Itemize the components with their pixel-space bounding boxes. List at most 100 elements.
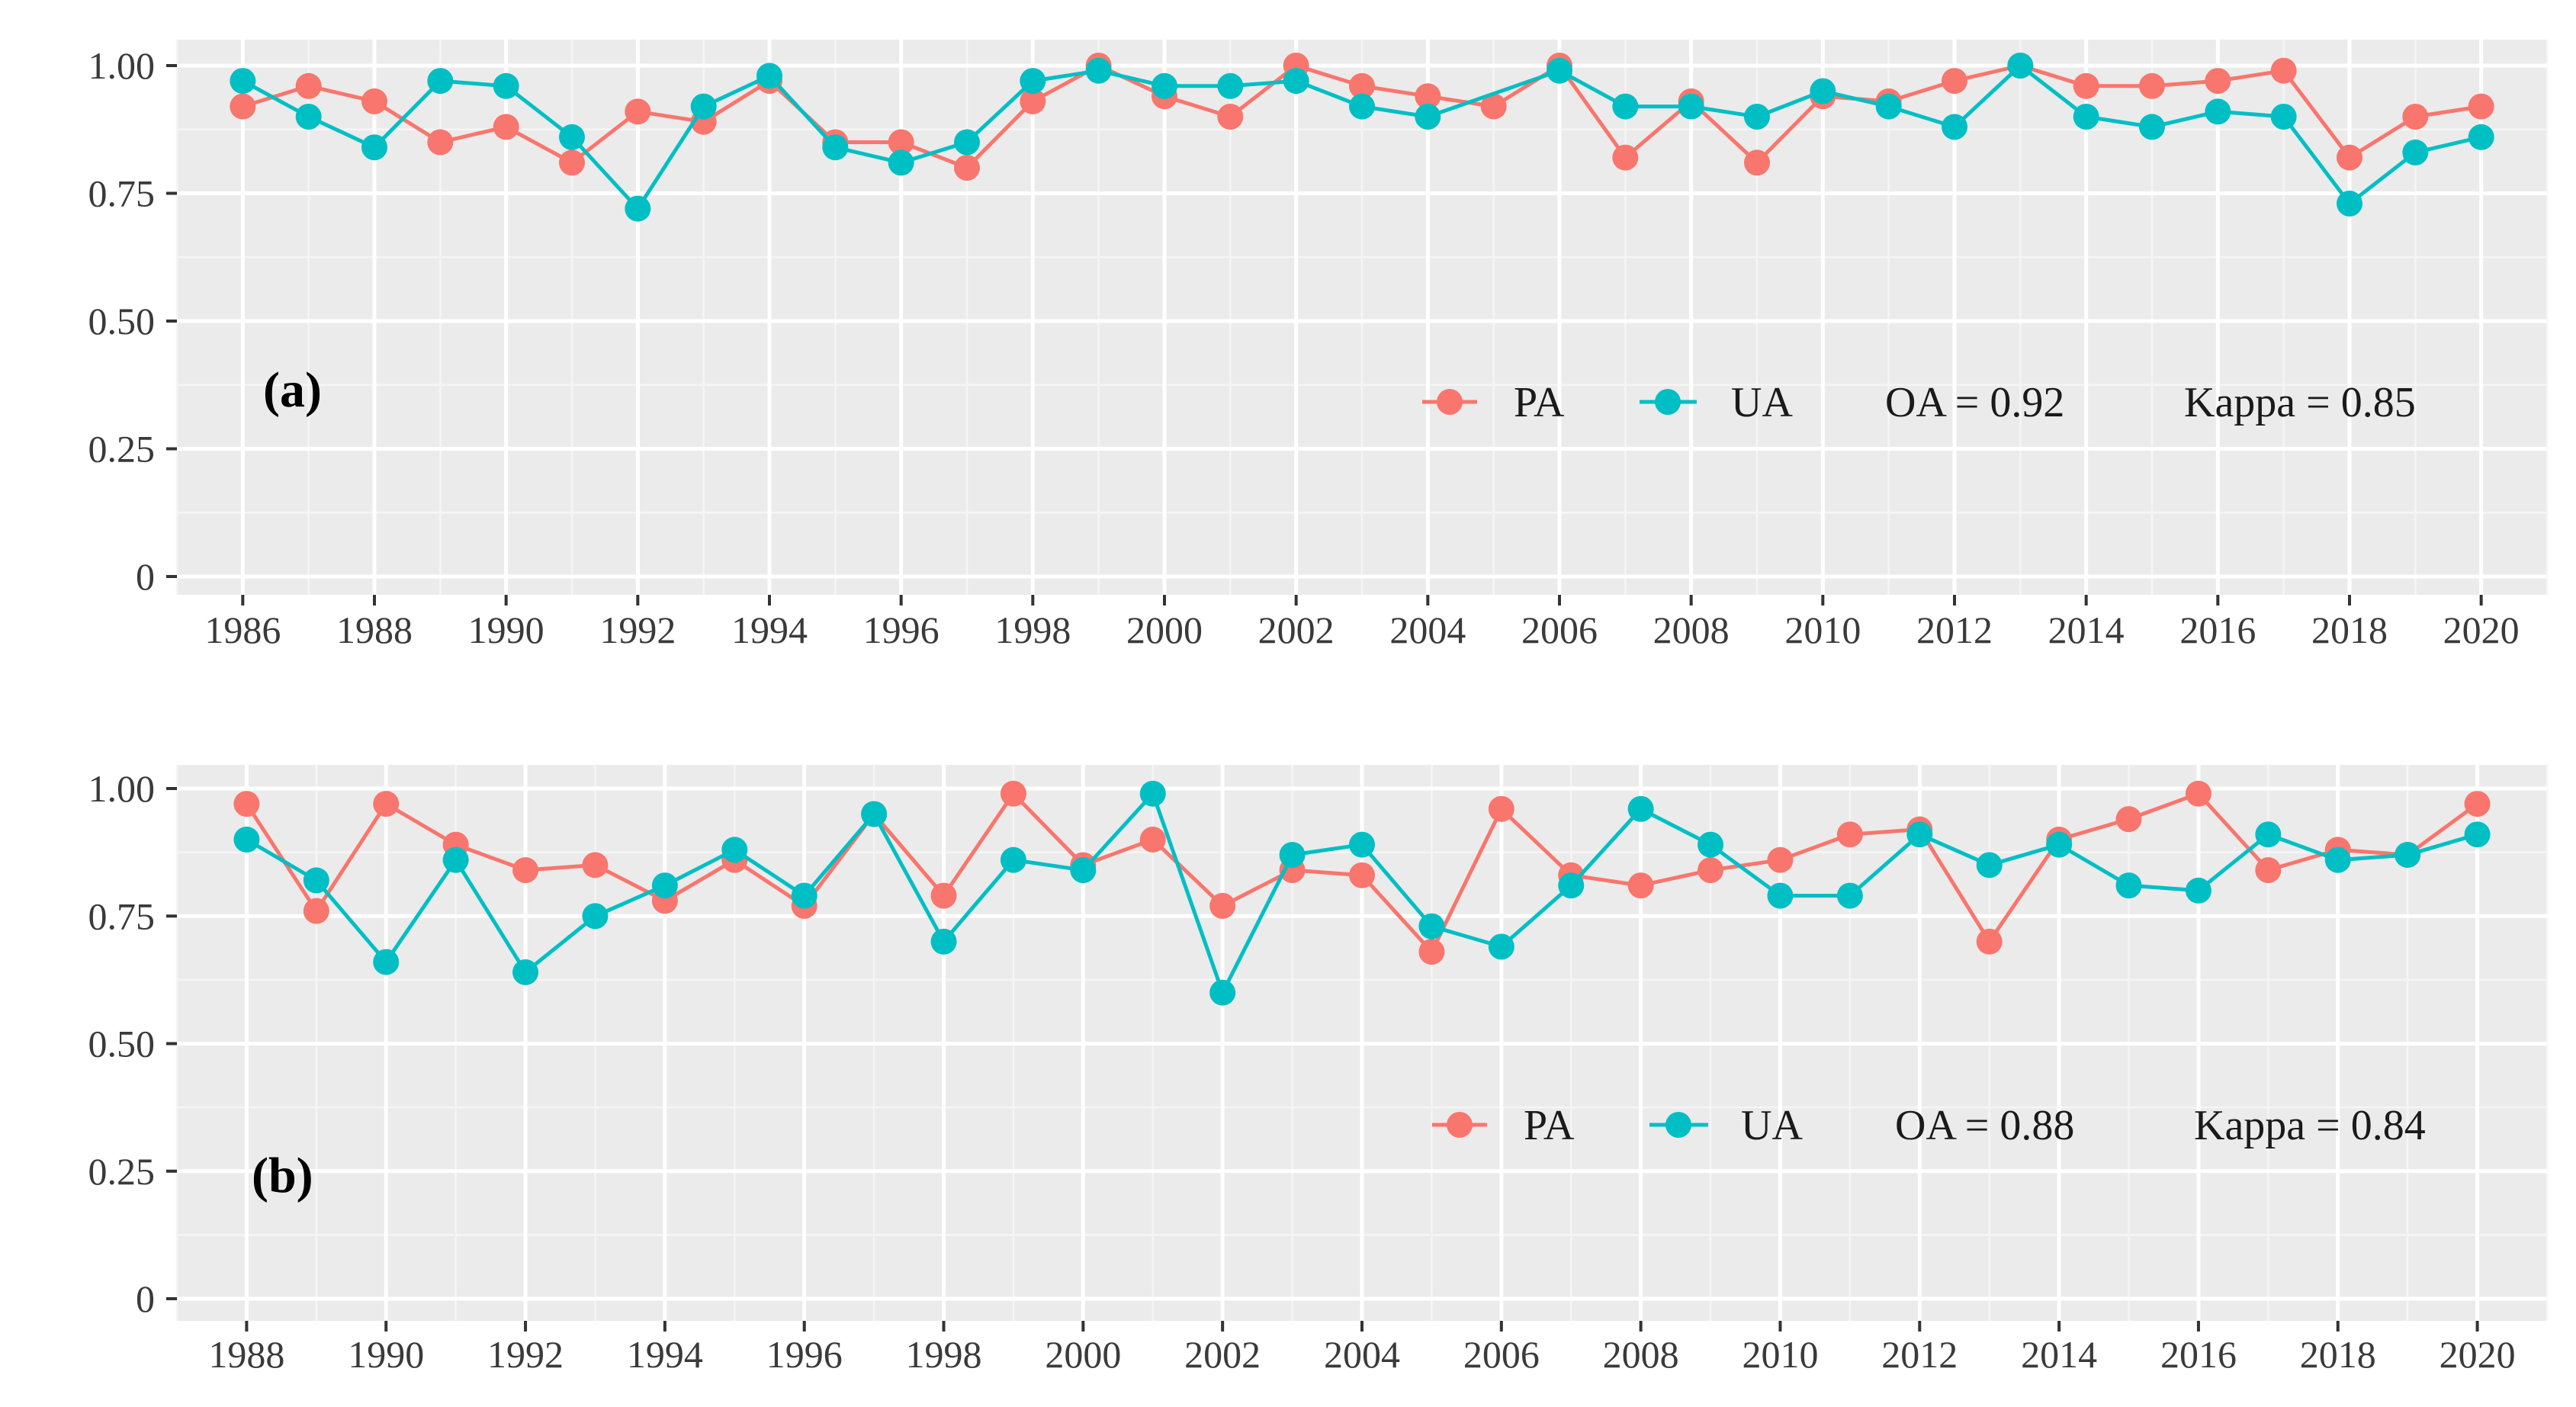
legend: PA UA OA = 0.92 Kappa = 0.85	[1422, 379, 2416, 426]
pa-point	[1627, 872, 1654, 899]
y-tick-label: 0.50	[88, 300, 156, 342]
ua-point	[559, 124, 585, 150]
ua-point	[1558, 872, 1585, 899]
ua-line	[242, 63, 2482, 211]
ua-point	[493, 72, 519, 99]
pa-point	[888, 129, 914, 156]
legend-pa-marker	[1447, 1112, 1473, 1138]
ua-point	[1836, 882, 1863, 909]
series-ua	[233, 780, 2491, 1006]
pa-point	[512, 857, 539, 884]
ua-point	[2007, 53, 2034, 79]
ua-point	[2185, 877, 2211, 904]
pa-point	[1217, 104, 1244, 130]
ua-point	[2270, 104, 2297, 130]
pa-point	[493, 114, 519, 140]
ua-point	[2464, 821, 2491, 848]
ua-point	[582, 903, 609, 930]
ua-point	[822, 134, 849, 161]
panel-label: (a)	[263, 362, 322, 418]
x-tick-label: 2010	[1742, 1333, 1818, 1376]
pa-point	[2185, 780, 2211, 807]
pa-point	[2270, 57, 2297, 84]
ua-point	[1976, 852, 2003, 879]
x-tick-label: 2006	[1521, 609, 1598, 651]
pa-point	[1000, 780, 1026, 807]
pa-point	[1349, 72, 1375, 99]
ua-point	[1678, 93, 1704, 120]
y-tick-label: 0	[136, 1277, 155, 1320]
pa-point	[2255, 857, 2282, 884]
ua-point	[756, 63, 782, 89]
legend-ua-label: UA	[1741, 1102, 1803, 1149]
pa-point	[1976, 928, 2003, 955]
ua-point	[1217, 72, 1244, 99]
ua-point	[791, 882, 817, 909]
pa-point	[1698, 857, 1724, 884]
ua-point	[230, 68, 256, 95]
x-tick-label: 2004	[1389, 609, 1466, 651]
x-tick-label: 2018	[2311, 609, 2388, 651]
ua-point	[373, 949, 400, 975]
pa-point	[1612, 144, 1639, 171]
y-tick-label: 1.00	[88, 44, 156, 87]
pa-point	[1020, 88, 1046, 114]
ua-point	[1415, 104, 1441, 130]
pa-point	[1942, 68, 1967, 95]
ua-point	[1349, 93, 1375, 120]
x-tick-label: 2016	[2160, 1333, 2237, 1376]
ua-point	[690, 93, 717, 120]
ua-point	[1942, 114, 1967, 140]
overall-accuracy-label: OA = 0.92	[1885, 379, 2064, 426]
x-tick-label: 2008	[1653, 609, 1730, 651]
pa-point	[954, 155, 980, 181]
pa-point	[233, 791, 260, 818]
ua-point	[1612, 93, 1639, 120]
x-tick-label: 1992	[599, 609, 676, 651]
ua-point	[1020, 68, 1046, 95]
chart-panel-b: 0 0.25 0.50 0.75 1.00 1988 1990 1992 1994 1996 199…	[88, 765, 2549, 1376]
x-tick-label: 1992	[487, 1333, 564, 1376]
pa-point	[1836, 821, 1863, 848]
pa-point	[2073, 72, 2099, 99]
pa-point	[1767, 846, 1794, 873]
x-tick-label: 2012	[1881, 1333, 1958, 1376]
ua-point	[442, 846, 469, 873]
ua-point	[2139, 114, 2165, 140]
ua-point	[2073, 104, 2099, 130]
ua-point	[861, 801, 888, 827]
pa-point	[2139, 72, 2165, 99]
pa-point	[361, 88, 387, 114]
pa-point	[2468, 93, 2494, 120]
x-tick-label: 2004	[1324, 1333, 1400, 1376]
ua-point	[233, 826, 260, 853]
x-tick-label: 1998	[906, 1333, 982, 1376]
ua-point	[1744, 104, 1770, 130]
ua-point	[2255, 821, 2282, 848]
x-tick-label: 2002	[1258, 609, 1335, 651]
legend-ua-label: UA	[1731, 379, 1793, 426]
ua-point	[1085, 57, 1112, 84]
ua-point	[1000, 846, 1026, 873]
ua-point	[930, 928, 957, 955]
ua-point	[888, 149, 914, 176]
x-tick-label: 2000	[1045, 1333, 1121, 1376]
x-tick-label: 1988	[336, 609, 413, 651]
ua-point	[295, 104, 322, 130]
ua-point	[2324, 846, 2351, 873]
pa-point	[1415, 83, 1441, 110]
y-tick-label: 0.25	[88, 1150, 156, 1193]
legend-pa-marker	[1437, 389, 1463, 415]
pa-point	[1488, 795, 1514, 822]
pa-point	[427, 129, 454, 156]
ua-point	[1627, 795, 1654, 822]
ua-point	[512, 959, 539, 985]
x-tick-label: 1988	[208, 1333, 284, 1376]
ua-point	[361, 134, 387, 161]
ua-point	[625, 195, 651, 222]
y-tick-label: 0	[136, 555, 155, 598]
ua-point	[1418, 913, 1445, 940]
pa-point	[559, 149, 585, 176]
ua-point	[2395, 841, 2421, 868]
